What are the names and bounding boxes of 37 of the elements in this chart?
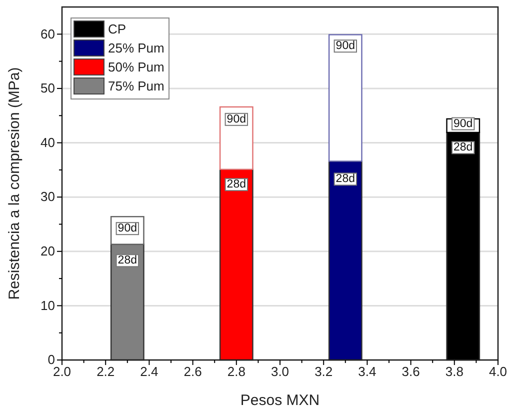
y-tick-label: 10 — [40, 298, 55, 313]
x-tick-label: 4.0 — [488, 364, 508, 380]
annotation: 28d — [336, 173, 355, 186]
annotation: 28d — [454, 142, 473, 154]
bar — [219, 106, 254, 170]
x-tick-label: 3.0 — [270, 364, 290, 380]
annotation: 28d — [118, 254, 137, 267]
legend-label: CP — [108, 22, 126, 36]
x-tick-label: 3.2 — [314, 364, 333, 380]
x-tick-label: 2.0 — [52, 364, 72, 380]
bar — [328, 34, 362, 162]
x-tick-label: 2.6 — [184, 364, 202, 380]
annotation: 90d — [226, 113, 246, 126]
y-tick-label: 40 — [40, 134, 55, 150]
legend-label: 25% Pum — [108, 40, 164, 56]
y-tick-label: 30 — [40, 189, 55, 204]
x-tick-label: 2.4 — [140, 364, 158, 380]
y-tick-label: 60 — [40, 26, 55, 42]
x-tick-label: 3.4 — [358, 364, 376, 380]
x-tick-label: 3.6 — [402, 364, 420, 380]
x-tick-label: 3.8 — [445, 364, 464, 380]
y-axis-title: Resistencia a la compresion (MPa) — [6, 67, 23, 300]
y-tick-label: 0 — [48, 352, 55, 368]
legend-label: 75% Pum — [108, 78, 164, 94]
bar — [328, 160, 362, 361]
legend-label: 50% Pum — [108, 60, 164, 74]
y-tick-label: 20 — [40, 244, 55, 259]
bar — [219, 168, 254, 361]
annotation: 28d — [226, 178, 246, 191]
bar — [110, 244, 144, 361]
x-axis-title: Pesos MXN — [240, 392, 320, 409]
annotation: 90d — [118, 222, 137, 235]
annotation: 90d — [336, 40, 355, 52]
x-tick-label: 2.8 — [227, 364, 246, 380]
y-tick-label: 50 — [40, 80, 55, 96]
x-tick-label: 2.2 — [96, 364, 115, 380]
annotation: 90d — [454, 118, 473, 130]
